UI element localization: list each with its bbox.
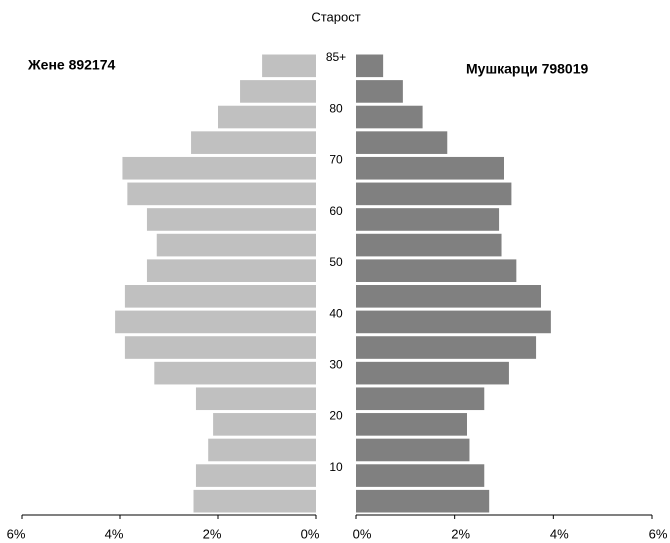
bar xyxy=(146,259,316,282)
age-label: 70 xyxy=(329,153,343,167)
bar xyxy=(195,387,316,411)
bar xyxy=(356,336,537,359)
bar xyxy=(356,182,512,206)
bar xyxy=(356,54,384,78)
bar xyxy=(356,208,500,231)
bar xyxy=(240,80,316,103)
bar xyxy=(124,336,317,359)
bar xyxy=(208,438,316,462)
bar xyxy=(262,54,316,78)
bar xyxy=(146,208,316,231)
x-tick-label: 6% xyxy=(649,526,668,541)
bar xyxy=(356,285,541,308)
bar xyxy=(156,233,316,257)
x-tick-label: 4% xyxy=(105,526,124,541)
age-label: 10 xyxy=(329,460,343,474)
bar xyxy=(213,413,316,436)
bar xyxy=(356,387,485,411)
age-label: 50 xyxy=(329,255,343,269)
bar xyxy=(356,105,423,129)
age-label: 60 xyxy=(329,204,343,218)
bar xyxy=(356,361,509,385)
bar xyxy=(124,285,317,308)
bar xyxy=(356,413,467,436)
bar xyxy=(193,489,316,513)
bar xyxy=(356,438,470,462)
bar xyxy=(191,131,316,154)
x-tick-label: 2% xyxy=(451,526,470,541)
age-label: 85+ xyxy=(326,50,346,64)
bar xyxy=(195,464,316,487)
x-tick-label: 6% xyxy=(7,526,26,541)
x-tick-label: 4% xyxy=(550,526,569,541)
bar xyxy=(356,233,502,257)
bar xyxy=(356,156,504,180)
legend-right: Мушкарци 798019 xyxy=(466,61,588,77)
bar xyxy=(356,131,448,154)
bar xyxy=(218,105,316,129)
bar xyxy=(122,156,316,180)
age-label: 80 xyxy=(329,101,343,115)
chart-title: Старост xyxy=(311,9,360,24)
bar xyxy=(127,182,316,206)
age-label: 40 xyxy=(329,306,343,320)
bar xyxy=(356,464,485,487)
age-label: 30 xyxy=(329,358,343,372)
bar xyxy=(356,489,490,513)
legend-left: Жене 892174 xyxy=(27,57,116,73)
bar xyxy=(115,310,316,334)
x-tick-label: 0% xyxy=(353,526,372,541)
bar xyxy=(154,361,316,385)
age-label: 20 xyxy=(329,409,343,423)
x-tick-label: 0% xyxy=(301,526,320,541)
bar xyxy=(356,80,403,103)
bar xyxy=(356,310,551,334)
bar xyxy=(356,259,517,282)
x-tick-label: 2% xyxy=(203,526,222,541)
